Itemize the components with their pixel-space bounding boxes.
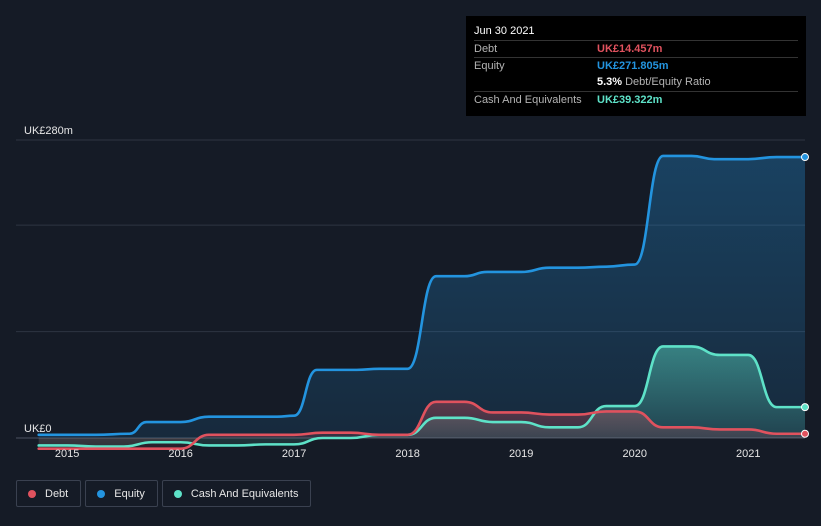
tooltip-ratio-value: 5.3% bbox=[597, 76, 623, 88]
x-tick-label: 2019 bbox=[509, 448, 533, 460]
tooltip-cash-value: UK£39.322m bbox=[597, 94, 663, 106]
debt-line bbox=[37, 400, 807, 450]
legend-item-equity[interactable]: Equity bbox=[85, 480, 158, 507]
cash-and-equivalents-end-point bbox=[801, 403, 809, 412]
tooltip-equity-value: UK£271.805m bbox=[597, 60, 669, 72]
tooltip-cash-row: Cash And Equivalents UK£39.322m bbox=[474, 91, 798, 108]
legend-label-cash: Cash And Equivalents bbox=[190, 487, 299, 500]
legend-label-debt: Debt bbox=[45, 487, 69, 500]
cash-legend-dot-icon bbox=[173, 489, 182, 498]
x-tick-label: 2017 bbox=[282, 448, 306, 460]
chart-legend: Debt Equity Cash And Equivalents bbox=[16, 480, 312, 507]
series-lines bbox=[37, 154, 807, 450]
legend-item-debt[interactable]: Debt bbox=[16, 480, 82, 507]
equity-line bbox=[37, 154, 807, 437]
series-areas bbox=[38, 155, 806, 449]
y-tick-label: UK£280m bbox=[24, 125, 73, 137]
tooltip-equity-label: Equity bbox=[474, 60, 505, 72]
debt-legend-dot-icon bbox=[28, 489, 36, 498]
tooltip-cash-label: Cash And Equivalents bbox=[474, 94, 582, 106]
x-tick-label: 2015 bbox=[55, 448, 79, 460]
tooltip-debt-value: UK£14.457m bbox=[597, 43, 663, 55]
tooltip-ratio-label: Debt/Equity Ratio bbox=[625, 76, 711, 88]
tooltip-date: Jun 30 2021 bbox=[474, 25, 535, 37]
debt-end-point bbox=[801, 429, 809, 438]
x-axis: 2015 2016 2017 2018 2019 2020 2021 bbox=[55, 448, 761, 460]
equity-area bbox=[38, 155, 806, 438]
y-tick-label: UK£0 bbox=[24, 423, 52, 435]
debt-equity-chart: UK£280m UK£0 2015 2016 2017 2018 2019 2020 2021 bbox=[16, 125, 809, 460]
y-axis: UK£280m UK£0 bbox=[24, 125, 73, 435]
legend-label-equity: Equity bbox=[114, 487, 145, 500]
equity-legend-dot-icon bbox=[97, 489, 106, 498]
x-tick-label: 2018 bbox=[395, 448, 419, 460]
x-tick-label: 2020 bbox=[622, 448, 646, 460]
tooltip-debt-row: Debt UK£14.457m bbox=[474, 40, 798, 57]
tooltip-debt-label: Debt bbox=[474, 43, 498, 55]
x-tick-label: 2016 bbox=[168, 448, 192, 460]
cash-and-equivalents-line bbox=[37, 345, 807, 448]
legend-item-cash[interactable]: Cash And Equivalents bbox=[161, 480, 312, 507]
tooltip-equity-row: Equity UK£271.805m bbox=[474, 57, 798, 74]
equity-end-point bbox=[801, 153, 809, 162]
tooltip-ratio-row: 5.3% Debt/Equity Ratio bbox=[474, 74, 798, 91]
x-tick-label: 2021 bbox=[736, 448, 760, 460]
tooltip-panel: Jun 30 2021 Debt UK£14.457m Equity UK£27… bbox=[466, 16, 806, 116]
series-end-points bbox=[801, 153, 809, 438]
